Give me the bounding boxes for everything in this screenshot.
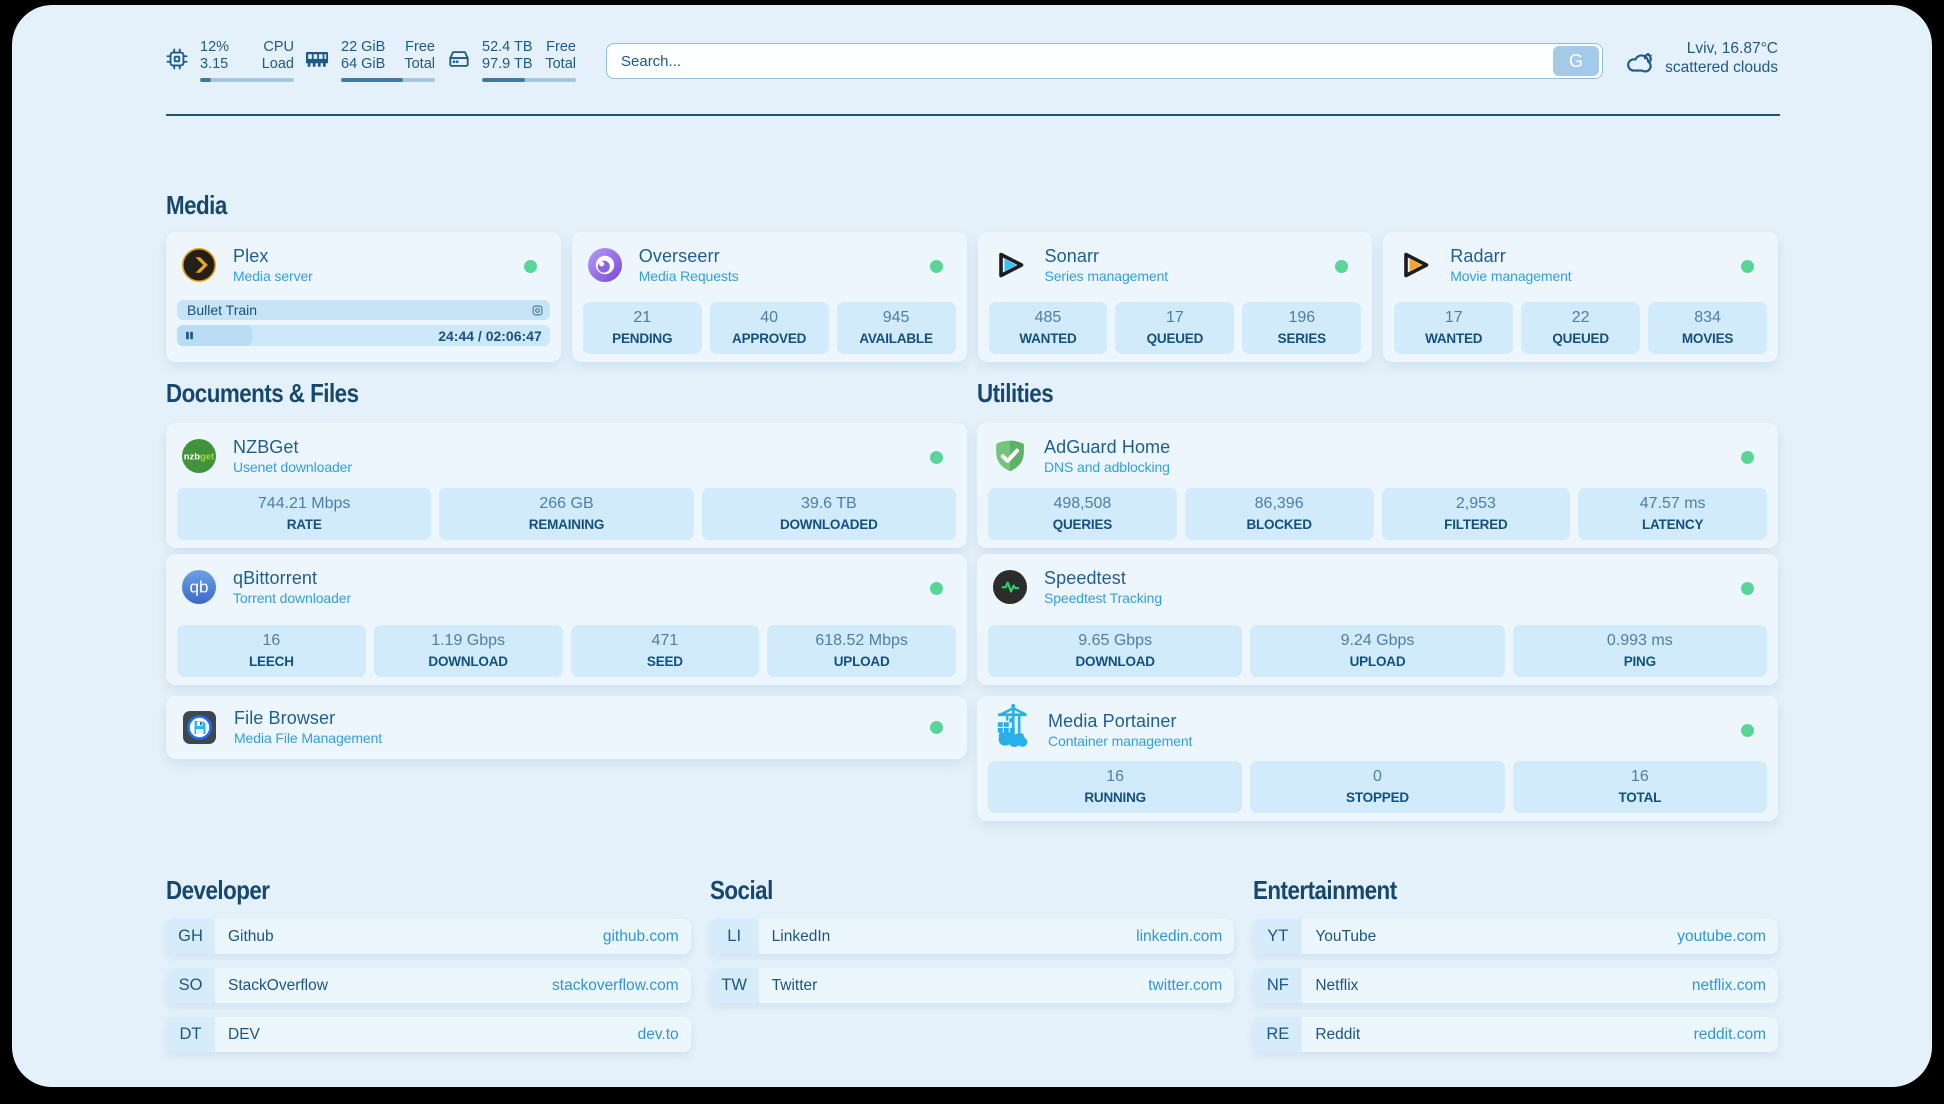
svg-text:qb: qb — [190, 578, 209, 597]
svg-text:nzbget: nzbget — [184, 452, 215, 463]
